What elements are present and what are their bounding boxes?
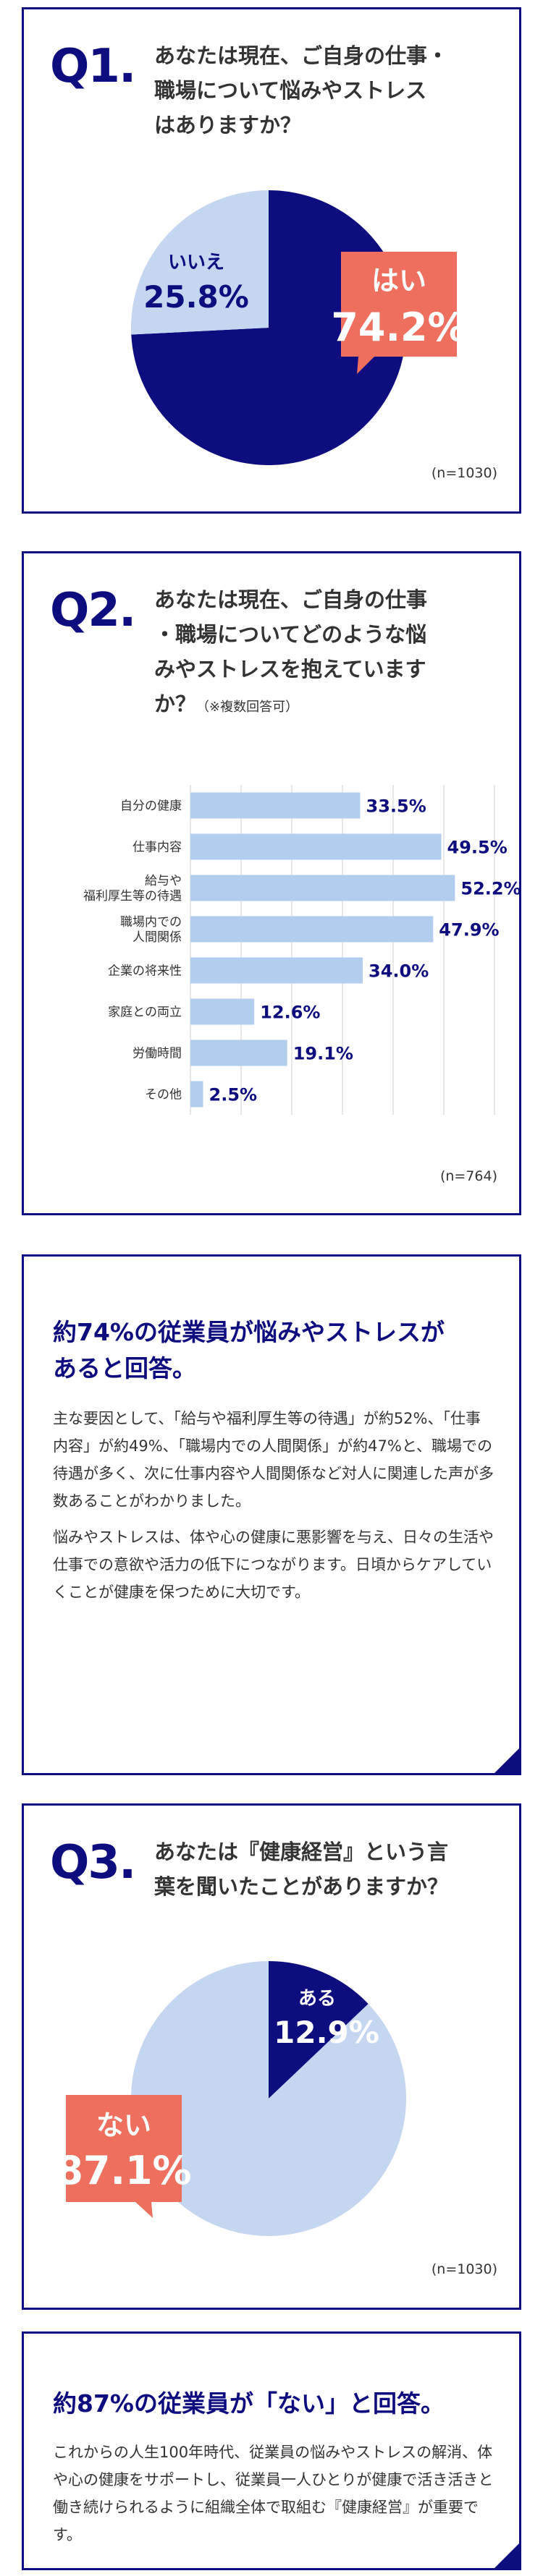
- q3-no-callout-box: [66, 2095, 182, 2218]
- q3-number: Q3.: [50, 1836, 137, 1890]
- corner-triangle: [492, 1746, 521, 1775]
- q1-question: あなたは現在、ご自身の仕事・ 職場について悩みやストレス はありますか？: [154, 38, 448, 143]
- q1-question-line: 職場について悩みやストレス: [154, 78, 427, 103]
- q3-sample-size: (n=1030): [431, 2261, 497, 2277]
- q2-bar: [190, 833, 442, 860]
- q1-question-line: はありますか？: [154, 113, 302, 137]
- q1-yes-callout-box: [341, 252, 457, 374]
- q1-no-label: いいえ: [168, 252, 224, 273]
- q2-card: Q2. あなたは現在、ご自身の仕事 ・職場についてどのような悩 みやストレスを抱…: [22, 551, 521, 1215]
- q2-value-label: 19.1%: [293, 1044, 353, 1064]
- q2-category-label: 福利厚生等の待遇: [83, 889, 182, 904]
- q2-bar: [190, 998, 255, 1025]
- q2-category-label: 家庭との両立: [108, 1006, 182, 1020]
- q2-category-label: 労働時間: [132, 1047, 182, 1061]
- q2-question-line: あなたは現在、ご自身の仕事: [154, 587, 428, 612]
- summary2-title: 約87%の従業員が「ない」と回答。: [53, 2389, 445, 2418]
- q2-value-label: 2.5%: [209, 1085, 258, 1105]
- q1-pie-slice-0: [131, 190, 406, 465]
- q1-question-line: あなたは現在、ご自身の仕事・: [154, 43, 449, 68]
- q3-pie-slice-0: [269, 1961, 369, 2099]
- q2-bar-chart: 33.5% 自分の健康 49.5% 仕事内容 52.2% 給与や福利厚生等の待遇 47.9%…: [83, 785, 519, 1115]
- q3-card: Q3. あなたは『健康経営』という言 葉を聞いたことがありますか？ ない 87.…: [22, 1803, 521, 2310]
- q3-pie-slice-1: [131, 1961, 406, 2236]
- q3-question: あなたは『健康経営』という言 葉を聞いたことがありますか？: [154, 1835, 448, 1904]
- q3-no-callout: ない 87.1%: [56, 2095, 192, 2218]
- q3-yes-label: ある: [298, 1988, 336, 2010]
- q2-sample-size: (n=764): [439, 1168, 497, 1184]
- q1-no-value: 25.8%: [143, 279, 249, 315]
- q2-bar: [190, 957, 363, 984]
- q3-question-line: 葉を聞いたことがありますか？: [154, 1874, 449, 1899]
- q2-bar: [190, 875, 455, 901]
- summary1-paragraph: 主な要因として、「給与や福利厚生等の待遇」が約52%、「仕事内容」が約49%、「…: [53, 1410, 494, 1510]
- q1-pie-chart: はい 74.2% いいえ 25.8%: [131, 190, 467, 465]
- q2-number: Q2.: [50, 584, 137, 637]
- q1-yes-label: はい: [371, 265, 426, 297]
- summary2-card: 約87%の従業員が「ない」と回答。 これからの人生100年時代、従業員の悩みやス…: [22, 2331, 521, 2570]
- q2-question: あなたは現在、ご自身の仕事 ・職場についてどのような悩 みやストレスを抱えていま…: [154, 582, 427, 725]
- q2-category-label: 仕事内容: [132, 841, 182, 855]
- q3-no-value: 87.1%: [56, 2148, 191, 2193]
- summary1-paragraph: 悩みやストレスは、体や心の健康に悪影響を与え、日々の生活や仕事での意欲や活力の低…: [53, 1529, 494, 1601]
- q2-question-line: みやストレスを抱えています: [154, 657, 426, 681]
- q3-no-label: ない: [96, 2109, 151, 2141]
- q2-category-label: 職場内での: [120, 915, 182, 930]
- q2-value-label: 47.9%: [439, 920, 499, 940]
- q2-value-label: 33.5%: [366, 796, 426, 817]
- q2-bar: [190, 1081, 203, 1108]
- q2-value-label: 52.2%: [460, 879, 519, 899]
- q2-question-note: （※複数回答可）: [196, 700, 299, 715]
- summary1-title: 約74%の従業員が悩みやストレスが あると回答。: [53, 1318, 445, 1382]
- q2-bar: [190, 792, 361, 819]
- q2-category-label: 給与や: [145, 874, 182, 888]
- q1-yes-callout: はい 74.2%: [331, 252, 467, 374]
- corner-triangle: [492, 2541, 521, 2570]
- q2-question-line: ・職場についてどのような悩: [154, 622, 427, 647]
- q2-value-label: 34.0%: [369, 961, 429, 982]
- summary1-card: 約74%の従業員が悩みやストレスが あると回答。 主な要因として、「給与や福利厚…: [22, 1254, 521, 1775]
- q2-category-label: 自分の健康: [120, 799, 182, 814]
- summary2-paragraph: これからの人生100年時代、従業員の悩みやストレスの解消、体や心の健康をサポート…: [53, 2444, 494, 2543]
- q3-pie-chart: ない 87.1% ある 12.9%: [56, 1961, 406, 2236]
- q1-card: Q1. あなたは現在、ご自身の仕事・ 職場について悩みやストレス はありますか？…: [22, 7, 521, 514]
- summary1-body: 主な要因として、「給与や福利厚生等の待遇」が約52%、「仕事内容」が約49%、「…: [53, 1405, 494, 1615]
- q2-question-line: か？: [154, 692, 197, 716]
- q1-pie-slice-1: [131, 190, 269, 335]
- q3-question-line: あなたは『健康経営』という言: [154, 1840, 449, 1864]
- q2-value-label: 49.5%: [447, 838, 508, 858]
- q2-category-label: 人間関係: [132, 930, 182, 945]
- summary2-body: これからの人生100年時代、従業員の悩みやストレスの解消、体や心の健康をサポート…: [53, 2439, 494, 2557]
- q1-sample-size: (n=1030): [431, 465, 497, 481]
- q1-number: Q1.: [50, 40, 137, 93]
- q1-yes-value: 74.2%: [331, 305, 466, 350]
- q2-bar: [190, 1040, 287, 1066]
- q2-value-label: 12.6%: [260, 1003, 320, 1023]
- q2-bar: [190, 916, 434, 943]
- q2-category-label: その他: [145, 1088, 182, 1102]
- q2-category-label: 企業の将来性: [108, 964, 182, 979]
- q3-yes-value: 12.9%: [274, 2015, 379, 2050]
